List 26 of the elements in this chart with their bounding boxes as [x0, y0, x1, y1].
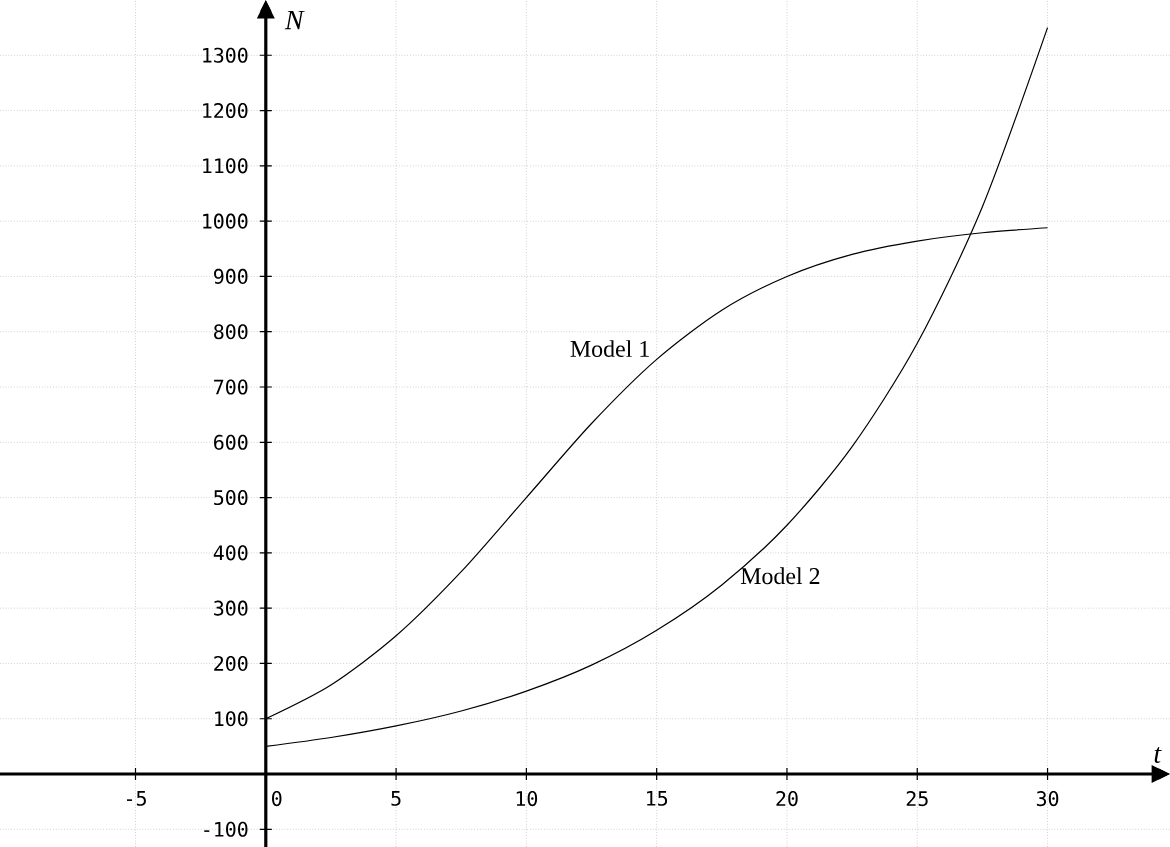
y-tick-label: 1300 [203, 47, 248, 63]
y-tick-label: 900 [214, 268, 248, 284]
x-tick-label: 10 [516, 791, 538, 807]
y-tick-label: 100 [215, 711, 248, 727]
y-tick-label: 200 [214, 655, 248, 671]
y-tick-label: -100 [204, 821, 248, 837]
y-tick-label: 300 [214, 600, 248, 616]
y-tick-label: 1200 [203, 103, 248, 119]
x-tick-label: 5 [391, 791, 401, 806]
y-tick-label: 400 [213, 545, 248, 561]
x-tick-label: 25 [906, 791, 928, 807]
series-label: Model 2 [740, 567, 820, 585]
x-axis-title: t [1154, 746, 1162, 763]
series-label: Model 1 [570, 340, 649, 357]
y-tick-label: 600 [214, 434, 248, 450]
y-tick-label: 800 [214, 324, 248, 340]
x-tick-label: 0 [272, 791, 282, 807]
x-tick-label: 30 [1036, 791, 1059, 807]
y-tick-label: 1100 [203, 158, 248, 174]
x-tick-label: 15 [647, 791, 668, 806]
y-axis-title: N [284, 10, 305, 30]
y-tick-label: 1000 [203, 213, 248, 229]
y-tick-label: 500 [214, 490, 248, 506]
x-tick-label: -5 [126, 791, 146, 806]
y-tick-label: 700 [214, 379, 248, 395]
x-tick-label: 20 [776, 791, 798, 807]
